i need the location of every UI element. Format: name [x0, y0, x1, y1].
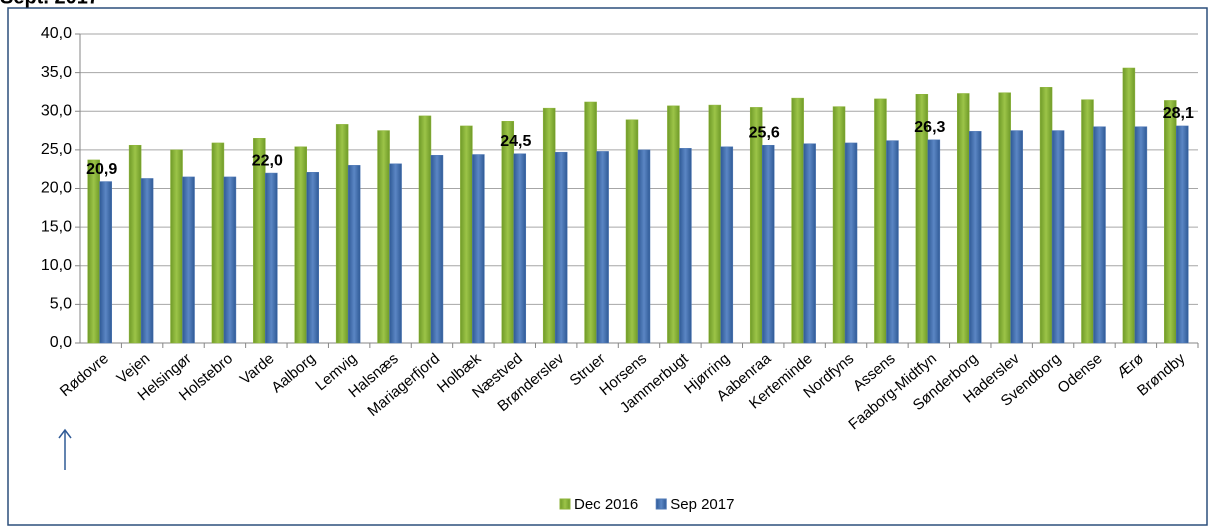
bar [886, 140, 899, 344]
value-label: 22,0 [252, 152, 283, 169]
value-label: 24,5 [500, 133, 531, 150]
bar [957, 93, 970, 344]
value-label: 25,6 [749, 124, 780, 141]
legend-label: Dec 2016 [574, 496, 638, 513]
bar [1051, 130, 1065, 344]
bar [554, 151, 568, 344]
bar [969, 131, 982, 344]
bar [637, 149, 651, 344]
bar [140, 178, 154, 344]
value-label: 20,9 [86, 161, 117, 178]
bar [625, 119, 639, 344]
bar [1164, 100, 1177, 344]
bar [708, 104, 722, 344]
bar [874, 98, 887, 344]
bar [418, 115, 432, 344]
bar [430, 155, 444, 344]
y-tick-label: 10,0 [41, 257, 72, 274]
y-tick-label: 40,0 [41, 25, 72, 42]
x-tick-label: Mariagerfjord [364, 350, 443, 420]
bar [170, 149, 183, 344]
bar [832, 106, 846, 344]
bar [596, 151, 609, 344]
bar [1122, 67, 1136, 344]
y-tick-label: 35,0 [41, 64, 72, 81]
bar [1134, 126, 1148, 344]
bar [294, 146, 307, 344]
y-tick-label: 25,0 [41, 141, 72, 158]
bar [460, 125, 473, 344]
x-tick-label: Rødovre [57, 350, 112, 400]
y-tick-label: 5,0 [50, 296, 72, 313]
y-tick-label: 30,0 [41, 102, 72, 119]
x-tick-label: Aalborg [268, 350, 319, 396]
value-label: 28,1 [1163, 105, 1194, 122]
chart-title: Sept. 2017 [0, 0, 99, 8]
bar [389, 163, 402, 344]
bar [501, 121, 515, 344]
bar [513, 153, 527, 344]
bar [223, 176, 237, 344]
bar [791, 97, 804, 344]
bar [1093, 126, 1106, 344]
x-tick-label: Brøndby [1134, 350, 1189, 400]
bar [679, 148, 692, 344]
bar [1010, 130, 1023, 344]
value-label: 26,3 [914, 119, 945, 136]
bar [749, 107, 763, 344]
bar [347, 165, 361, 344]
bar [667, 105, 680, 344]
x-tick-label: Odense [1054, 350, 1105, 397]
legend-swatch [655, 498, 667, 510]
bar [211, 142, 225, 344]
legend-label: Sep 2017 [670, 496, 734, 513]
bar [472, 154, 485, 344]
y-tick-label: 0,0 [50, 334, 72, 351]
bar [306, 172, 319, 344]
bar [1081, 99, 1094, 344]
bar [87, 159, 100, 344]
bar [720, 146, 734, 344]
y-tick-label: 15,0 [41, 218, 72, 235]
bar [542, 107, 556, 344]
bar [761, 144, 775, 344]
bar [927, 139, 941, 344]
title-backdrop [0, 0, 160, 7]
bar [1039, 87, 1053, 344]
bar [584, 101, 597, 344]
chart-frame [7, 7, 1208, 526]
bar [803, 143, 816, 344]
y-tick-label: 20,0 [41, 180, 72, 197]
bar [377, 130, 390, 344]
bar [99, 181, 112, 344]
bar [998, 92, 1011, 344]
bar [128, 144, 142, 344]
bar [335, 124, 349, 344]
bar [265, 172, 278, 344]
legend-swatch [559, 498, 571, 510]
bar [182, 176, 195, 344]
bar [1176, 125, 1189, 344]
arrow [58, 428, 72, 470]
x-tick-label: Ærø [1114, 350, 1147, 382]
bar [844, 142, 858, 344]
